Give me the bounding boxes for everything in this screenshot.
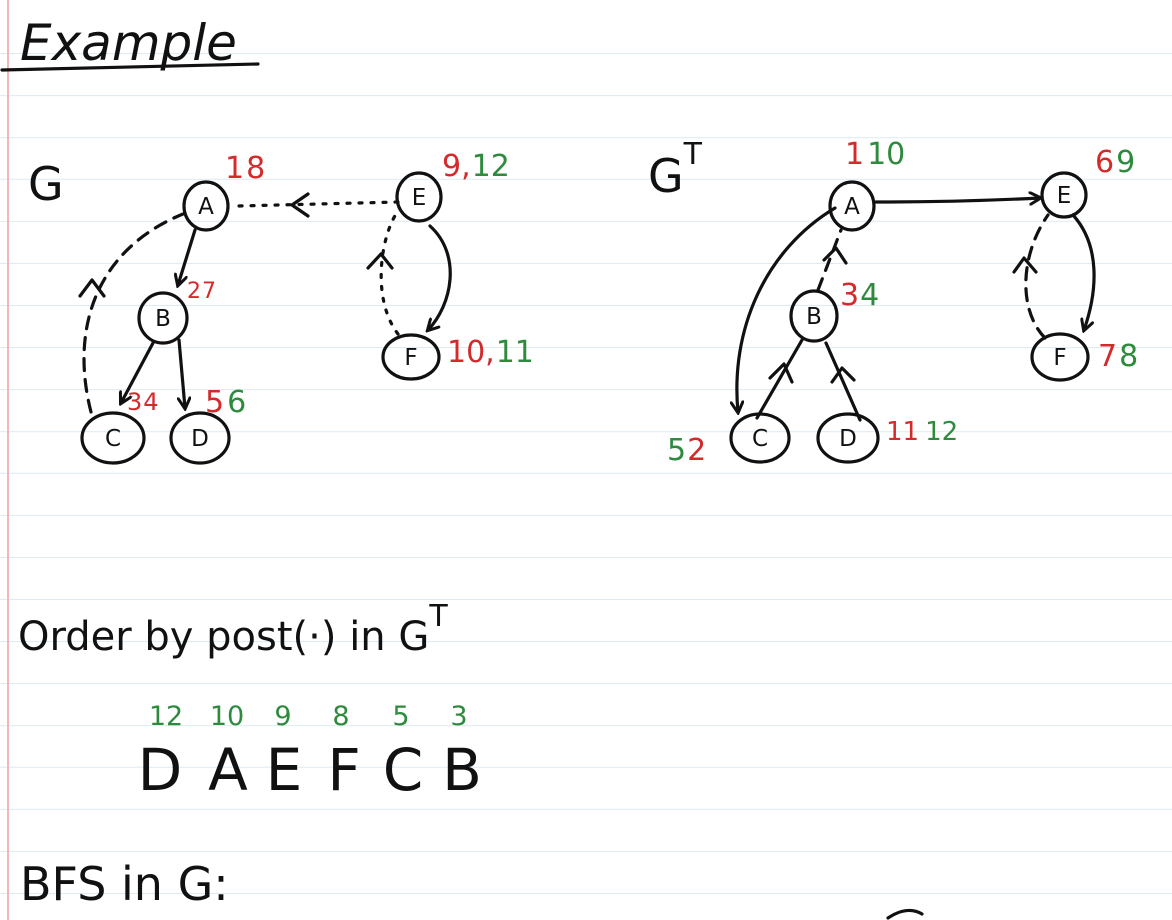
node-f-numbers: 10,11 xyxy=(447,335,534,370)
gt-node-a: A xyxy=(828,180,876,232)
bfs-heading: BFS in G: xyxy=(20,857,229,911)
graph-g-label: G xyxy=(28,157,64,211)
node-c-numbers: 34 xyxy=(127,388,159,416)
node-f: F xyxy=(381,333,441,381)
order-letter-3: E xyxy=(266,736,303,804)
order-post-1: 12 xyxy=(149,701,183,732)
gt-node-d-numbers: 11 12 xyxy=(886,417,958,447)
node-a: A xyxy=(182,180,230,232)
order-letter-2: A xyxy=(208,736,248,804)
svg-text:F: F xyxy=(404,345,417,371)
cross-edge-e-a xyxy=(236,200,400,208)
order-letter-6: B xyxy=(442,736,482,804)
gt-cross-edge-d-b xyxy=(824,341,862,422)
node-b: B xyxy=(137,291,189,345)
margin-line xyxy=(7,0,9,920)
order-letter-5: C xyxy=(383,736,424,804)
svg-text:A: A xyxy=(198,194,214,220)
svg-text:E: E xyxy=(412,185,427,211)
svg-text:B: B xyxy=(806,304,822,330)
edge-a-b xyxy=(178,228,197,285)
order-sequence: 12 10 9 8 5 3 D A E F C B xyxy=(138,701,482,804)
gt-edge-a-c xyxy=(737,206,837,412)
back-edge-f-e xyxy=(379,212,400,336)
svg-text:C: C xyxy=(105,426,121,452)
gt-node-e: E xyxy=(1040,171,1088,219)
node-d: D xyxy=(169,411,231,465)
graph-g: G A B C xyxy=(28,149,534,465)
order-letter-1: D xyxy=(138,736,183,804)
node-a-numbers: 18 xyxy=(225,151,265,186)
gt-node-e-numbers: 69 xyxy=(1095,145,1135,180)
svg-text:F: F xyxy=(1053,345,1066,371)
order-post-5: 5 xyxy=(392,701,409,732)
svg-text:D: D xyxy=(839,426,857,452)
gt-node-b: B xyxy=(789,289,839,343)
order-post-4: 8 xyxy=(332,701,349,732)
edge-b-d xyxy=(179,338,185,408)
gt-node-b-numbers: 34 xyxy=(840,278,879,313)
gt-cross-edge-d-b-arrow xyxy=(830,366,856,384)
node-c: C xyxy=(80,411,146,465)
gt-node-f: F xyxy=(1030,332,1090,382)
gt-back-edge-b-a-arrow xyxy=(822,246,848,265)
order-post-6: 3 xyxy=(450,701,467,732)
order-letter-4: F xyxy=(327,736,360,804)
node-b-numbers: 27 xyxy=(187,279,216,304)
title-underline xyxy=(0,62,260,72)
graph-gt: GT A B xyxy=(648,137,1138,468)
gt-back-edge-f-e xyxy=(1024,213,1050,340)
gt-cross-edge-c-b xyxy=(755,338,804,420)
cross-edge-e-a-arrow xyxy=(290,192,310,218)
gt-cross-edge-c-b-arrow xyxy=(768,362,794,384)
svg-text:A: A xyxy=(844,194,860,220)
edge-e-f xyxy=(428,224,452,330)
edge-b-c xyxy=(121,341,155,403)
page-title: Example xyxy=(20,14,237,72)
back-edge-c-a-arrow xyxy=(78,278,106,298)
gt-edge-e-f xyxy=(1071,213,1096,330)
order-post-2: 10 xyxy=(210,701,244,732)
order-post-3: 9 xyxy=(274,701,291,732)
back-edge-c-a xyxy=(82,212,185,414)
svg-text:C: C xyxy=(752,426,768,452)
graph-gt-label: GT xyxy=(648,137,703,203)
gt-node-f-numbers: 78 xyxy=(1098,339,1138,374)
svg-text:E: E xyxy=(1057,183,1072,209)
gt-node-a-numbers: 1 10 xyxy=(845,137,905,172)
gt-node-d: D xyxy=(816,412,880,464)
gt-back-edge-f-e-arrow xyxy=(1012,256,1038,274)
node-e-numbers: 9,12 xyxy=(442,149,510,184)
partial-stroke xyxy=(886,908,924,920)
order-heading: Order by post(·) in GT xyxy=(18,599,448,660)
gt-node-c: C xyxy=(729,412,791,464)
back-edge-f-e-arrow xyxy=(366,252,394,270)
node-e: E xyxy=(395,171,443,223)
svg-text:B: B xyxy=(155,306,171,332)
gt-edge-a-e xyxy=(874,198,1040,202)
gt-node-c-numbers: 52 xyxy=(667,433,706,468)
gt-back-edge-b-a xyxy=(816,228,843,292)
svg-text:D: D xyxy=(191,426,209,452)
